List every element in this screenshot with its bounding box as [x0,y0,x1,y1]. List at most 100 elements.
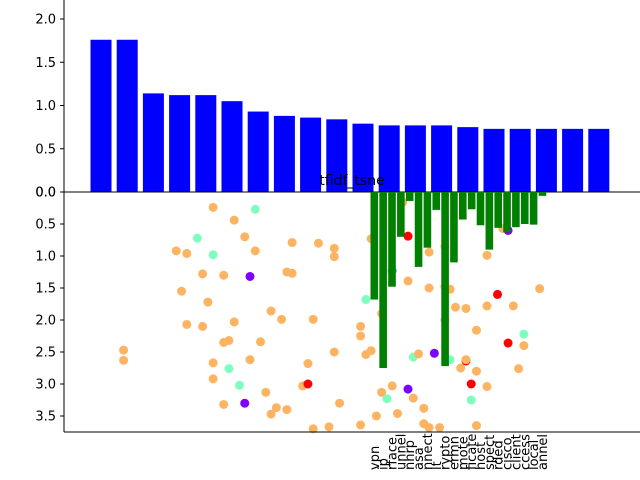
green-bar-10 [459,192,467,220]
scatter-point-50 [356,331,366,341]
scatter-point-31 [266,409,276,419]
green-bar-19 [538,192,547,196]
bottom-y-tick-label-2: 1.0 [35,250,56,265]
scatter-point-74 [424,283,434,293]
green-bar-label-17: ccess [518,434,533,470]
green-bar-label-8: rypto [439,436,454,470]
green-bar-label-7: lt [430,461,445,470]
scatter-point-58 [377,387,387,397]
scatter-point-39 [303,379,313,389]
scatter-point-82 [450,302,460,312]
scatter-point-59 [382,394,392,404]
scatter-point-25 [245,355,255,365]
green-bar-label-11: ficate [465,434,480,470]
bottom-y-tick-label-7: 3.5 [35,410,56,425]
green-bar-label-3: unnel [394,434,409,470]
scatter-point-22 [240,232,250,242]
green-bar-label-12: host [474,442,489,470]
scatter-point-27 [250,246,260,256]
green-bar-6 [423,192,432,248]
scatter-point-30 [266,306,276,316]
scatter-point-21 [234,380,244,390]
scatter-point-103 [535,284,545,294]
scatter-point-19 [229,215,239,225]
green-bar-5 [414,192,423,267]
top-bar-1 [116,39,138,193]
green-bar-label-13: spect [483,435,498,470]
scatter-point-100 [514,364,524,374]
green-bar-label-10: mote [456,436,471,470]
scatter-point-67 [408,393,418,403]
scatter-point-41 [308,314,318,324]
green-bar-12 [476,192,485,226]
top-bar-6 [247,111,269,192]
scatter-point-88 [466,379,476,389]
green-bar-9 [450,192,458,263]
scatter-point-20 [229,317,239,327]
scatter-point-70 [419,403,429,413]
green-bar-label-14: rded [492,440,507,470]
scatter-point-24 [245,271,255,281]
green-bar-label-6: nnect [421,433,436,470]
scatter-point-48 [335,398,345,408]
top-bar-13 [431,125,453,192]
green-bar-label-1: ip [377,458,392,470]
green-bar-2 [388,192,396,287]
top-bar-2 [142,93,164,192]
scatter-point-8 [198,321,208,331]
scatter-point-47 [329,252,339,262]
scatter-point-62 [392,408,402,418]
top-bar-8 [300,117,322,192]
scatter-point-64 [403,231,413,241]
scatter-point-26 [250,204,260,214]
top-bar-14 [457,127,479,192]
green-bar-label-0: vpn [368,446,383,470]
scatter-point-101 [519,329,529,339]
scatter-point-43 [313,238,323,248]
scatter-point-61 [387,381,397,391]
top-bar-11 [378,125,400,192]
top-bar-17 [535,128,557,192]
scatter-point-36 [287,238,297,248]
scatter-point-56 [371,411,381,421]
bottom-y-tick-label-6: 3.0 [35,378,56,393]
scatter-point-85 [461,355,471,365]
scatter-point-40 [303,359,313,369]
green-bar-0 [370,192,379,300]
scatter-point-51 [356,420,366,430]
scatter-point-5 [182,319,192,329]
scatter-point-45 [329,347,339,357]
scatter-point-95 [493,289,503,299]
green-bar-label-18: local [527,440,542,470]
green-bar-18 [529,192,538,225]
scatter-point-2 [171,246,181,256]
bottom-chart-title: tfidf_tsne [319,173,384,189]
green-bar-13 [485,192,494,250]
top-y-tick-label-0: 0.0 [35,186,56,201]
bottom-y-tick-label-1: 0.5 [35,218,56,233]
scatter-point-0 [119,345,129,355]
scatter-point-1 [119,355,129,365]
top-y-tick-label-3: 1.5 [35,56,56,71]
green-bar-8 [441,192,449,367]
scatter-point-10 [208,202,218,212]
scatter-point-87 [466,395,476,405]
scatter-point-76 [435,423,445,433]
green-bar-label-15: cisco [501,437,516,470]
top-bar-18 [562,128,584,192]
top-bar-0 [90,39,112,193]
scatter-point-29 [261,387,271,397]
scatter-point-93 [482,250,492,260]
green-bar-label-5: asa [412,447,427,470]
scatter-point-42 [308,424,318,434]
scatter-point-49 [356,321,366,331]
scatter-point-28 [256,337,266,347]
top-bar-3 [169,95,191,192]
green-bar-label-16: client [509,434,524,470]
green-bar-label-2: rface [386,437,401,470]
green-bar-3 [397,192,405,237]
scatter-point-12 [208,358,218,368]
scatter-point-7 [198,269,208,279]
scatter-point-98 [503,338,513,348]
green-bar-17 [520,192,529,224]
